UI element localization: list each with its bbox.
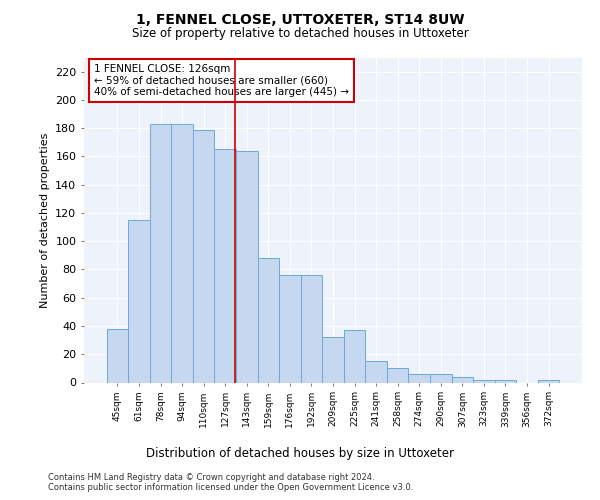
- Bar: [538, 380, 559, 382]
- Bar: [279, 275, 301, 382]
- Bar: [387, 368, 409, 382]
- Bar: [473, 380, 494, 382]
- Bar: [172, 124, 193, 382]
- Bar: [365, 362, 387, 382]
- Bar: [107, 329, 128, 382]
- Bar: [214, 150, 236, 382]
- Bar: [301, 275, 322, 382]
- Bar: [257, 258, 279, 382]
- Y-axis label: Number of detached properties: Number of detached properties: [40, 132, 50, 308]
- Text: Contains HM Land Registry data © Crown copyright and database right 2024.: Contains HM Land Registry data © Crown c…: [48, 472, 374, 482]
- Bar: [150, 124, 172, 382]
- Bar: [430, 374, 452, 382]
- Text: Contains public sector information licensed under the Open Government Licence v3: Contains public sector information licen…: [48, 484, 413, 492]
- Bar: [236, 151, 257, 382]
- Bar: [344, 330, 365, 382]
- Text: Size of property relative to detached houses in Uttoxeter: Size of property relative to detached ho…: [131, 28, 469, 40]
- Text: Distribution of detached houses by size in Uttoxeter: Distribution of detached houses by size …: [146, 448, 454, 460]
- Bar: [494, 380, 516, 382]
- Bar: [409, 374, 430, 382]
- Text: 1 FENNEL CLOSE: 126sqm
← 59% of detached houses are smaller (660)
40% of semi-de: 1 FENNEL CLOSE: 126sqm ← 59% of detached…: [94, 64, 349, 97]
- Bar: [128, 220, 150, 382]
- Bar: [322, 338, 344, 382]
- Text: 1, FENNEL CLOSE, UTTOXETER, ST14 8UW: 1, FENNEL CLOSE, UTTOXETER, ST14 8UW: [136, 12, 464, 26]
- Bar: [193, 130, 214, 382]
- Bar: [452, 377, 473, 382]
